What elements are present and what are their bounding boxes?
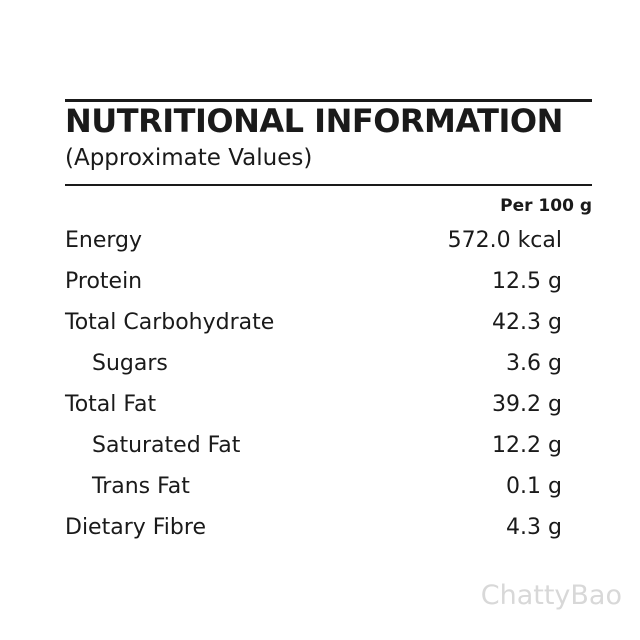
row-label: Total Carbohydrate — [65, 310, 275, 335]
row-label: Sugars — [92, 351, 168, 376]
row-value: 12.2 g — [492, 433, 562, 458]
sub-row: Trans Fat 0.1 g — [0, 474, 640, 504]
row: Energy 572.0 kcal — [0, 228, 640, 258]
column-header: Per 100 g — [500, 196, 592, 216]
subtitle: (Approximate Values) — [65, 145, 313, 171]
row: Dietary Fibre 4.3 g — [0, 515, 640, 545]
sub-row: Sugars 3.6 g — [0, 351, 640, 381]
row: Total Fat 39.2 g — [0, 392, 640, 422]
title: NUTRITIONAL INFORMATION — [65, 102, 563, 140]
row-value: 572.0 kcal — [447, 228, 562, 253]
row-value: 4.3 g — [506, 515, 562, 540]
top-rule — [65, 99, 592, 102]
row-label: Saturated Fat — [92, 433, 241, 458]
row-label: Total Fat — [65, 392, 157, 417]
row-value: 0.1 g — [506, 474, 562, 499]
row-value: 42.3 g — [492, 310, 562, 335]
row-label: Energy — [65, 228, 143, 253]
row-label: Trans Fat — [92, 474, 190, 499]
watermark: ChattyBao — [480, 580, 622, 611]
row: Total Carbohydrate 42.3 g — [0, 310, 640, 340]
row-value: 3.6 g — [506, 351, 562, 376]
row: Protein 12.5 g — [0, 269, 640, 299]
row-label: Dietary Fibre — [65, 515, 206, 540]
row-value: 12.5 g — [492, 269, 562, 294]
row-label: Protein — [65, 269, 143, 294]
sub-row: Saturated Fat 12.2 g — [0, 433, 640, 463]
divider — [65, 184, 592, 186]
row-value: 39.2 g — [492, 392, 562, 417]
